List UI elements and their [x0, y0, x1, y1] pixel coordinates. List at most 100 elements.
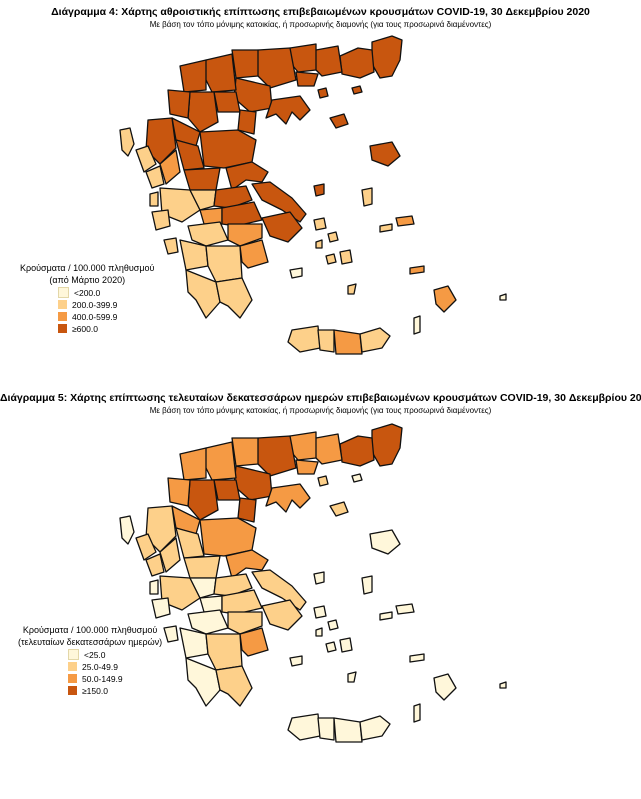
region-evia — [251, 569, 307, 611]
region-serres — [255, 435, 297, 477]
region-lakonia — [215, 277, 253, 319]
region-chania — [287, 713, 321, 741]
region-evia — [251, 181, 307, 223]
island-skyros — [313, 183, 325, 197]
legend-swatch — [58, 324, 67, 333]
region-argolida — [239, 239, 269, 269]
island-limnos — [329, 501, 349, 517]
island-lefkada — [149, 579, 159, 595]
region-kastoria — [167, 477, 191, 507]
region-voiotia — [221, 589, 263, 615]
island-skyros — [313, 571, 325, 585]
map-title: Διάγραμμα 4: Χάρτης αθροιστικής επίπτωση… — [51, 6, 590, 18]
island-kefalonia — [151, 209, 171, 231]
region-attiki — [261, 211, 303, 243]
legend-swatch — [68, 662, 77, 671]
region-imathia — [213, 479, 241, 501]
legend-item: ≥150.0 — [68, 685, 162, 696]
map-title: Διάγραμμα 5: Χάρτης επίπτωσης τελευταίων… — [0, 392, 641, 404]
region-pieria — [237, 109, 257, 135]
island-paros — [325, 253, 337, 265]
island-tinos — [327, 619, 339, 631]
region-florina — [179, 59, 207, 93]
legend-title: Κρούσματα / 100.000 πληθυσμού — [20, 263, 155, 273]
region-aitoloakarnania — [159, 187, 201, 223]
island-lesvos — [369, 141, 401, 167]
island-samothraki — [351, 85, 363, 95]
legend-swatch — [58, 312, 67, 321]
region-arkadia — [205, 633, 243, 671]
legend-label: 50.0-149.9 — [82, 673, 123, 684]
region-arta — [159, 149, 181, 185]
region-preveza — [145, 553, 165, 577]
island-andros — [313, 605, 327, 619]
island-ikaria — [379, 223, 393, 233]
island-andros — [313, 217, 327, 231]
legend-swatch — [68, 686, 77, 695]
legend-item: <25.0 — [68, 649, 162, 660]
legend-title: Κρούσματα / 100.000 πληθυσμού — [22, 625, 158, 635]
island-santorini — [347, 671, 357, 683]
greece-map — [119, 423, 507, 743]
island-lesvos — [369, 529, 401, 555]
legend-subtitle: (από Μάρτιο 2020) — [49, 275, 126, 285]
legend-swatch — [58, 300, 67, 309]
region-trikala — [175, 527, 205, 559]
legend-item: 200.0-399.9 — [58, 299, 154, 310]
region-karditsa — [183, 555, 221, 579]
island-samothraki — [351, 473, 363, 483]
island-samos — [395, 603, 415, 615]
island-thasos — [317, 87, 329, 99]
map-subtitle: Με βάση τον τόπο μόνιμης κατοικίας, ή πρ… — [149, 20, 492, 29]
island-zakynthos — [163, 625, 179, 643]
region-thesprotia — [135, 145, 157, 173]
island-limnos — [329, 113, 349, 129]
island-milos — [289, 267, 303, 279]
region-evros — [371, 423, 403, 467]
island-kastellorizo — [499, 293, 507, 301]
region-kozani — [187, 91, 219, 133]
legend-item: 400.0-599.9 — [58, 311, 154, 322]
island-kerkyra — [119, 515, 135, 545]
island-karpathos — [413, 703, 421, 723]
map-legend: Κρούσματα / 100.000 πληθυσμού (τελευταίω… — [18, 624, 162, 696]
region-rodopi — [339, 435, 375, 467]
island-rodos — [433, 673, 457, 701]
region-rethymno — [317, 329, 335, 353]
14-day-incidence-map-panel: Διάγραμμα 5: Χάρτης επίπτωσης τελευταίων… — [0, 388, 641, 799]
legend-subtitle: (τελευταίων δεκατεσσάρων ημερών) — [18, 637, 163, 647]
region-argolida — [239, 627, 269, 657]
region-rethymno — [317, 717, 335, 741]
island-zakynthos — [163, 237, 179, 255]
region-arkadia — [205, 245, 243, 283]
region-kavala — [295, 459, 319, 475]
map-subtitle: Με βάση τον τόπο μόνιμης κατοικίας, ή πρ… — [149, 406, 492, 415]
island-ikaria — [379, 611, 393, 621]
island-paros — [325, 641, 337, 653]
region-korinthia — [227, 611, 263, 635]
region-larissa — [199, 517, 257, 557]
region-preveza — [145, 165, 165, 189]
island-karpathos — [413, 315, 421, 335]
region-kilkis — [231, 437, 259, 467]
region-ioannina — [145, 505, 177, 553]
region-pella — [203, 53, 237, 93]
legend-label: 400.0-599.9 — [72, 311, 118, 322]
island-milos — [289, 655, 303, 667]
island-chios — [361, 187, 373, 207]
region-chalkidiki — [265, 95, 311, 125]
region-achaia — [187, 221, 229, 247]
region-kavala — [295, 71, 319, 87]
region-attiki — [261, 599, 303, 631]
legend-item: ≥600.0 — [58, 323, 154, 334]
region-kozani — [187, 479, 219, 521]
island-samos — [395, 215, 415, 227]
region-irakleio — [333, 717, 363, 743]
region-arta — [159, 537, 181, 573]
legend-label: ≥150.0 — [82, 685, 108, 696]
island-syros — [315, 239, 323, 249]
legend-swatch — [68, 649, 79, 660]
legend-item: <200.0 — [58, 287, 154, 298]
legend-label: <200.0 — [74, 287, 101, 298]
region-thesprotia — [135, 533, 157, 561]
